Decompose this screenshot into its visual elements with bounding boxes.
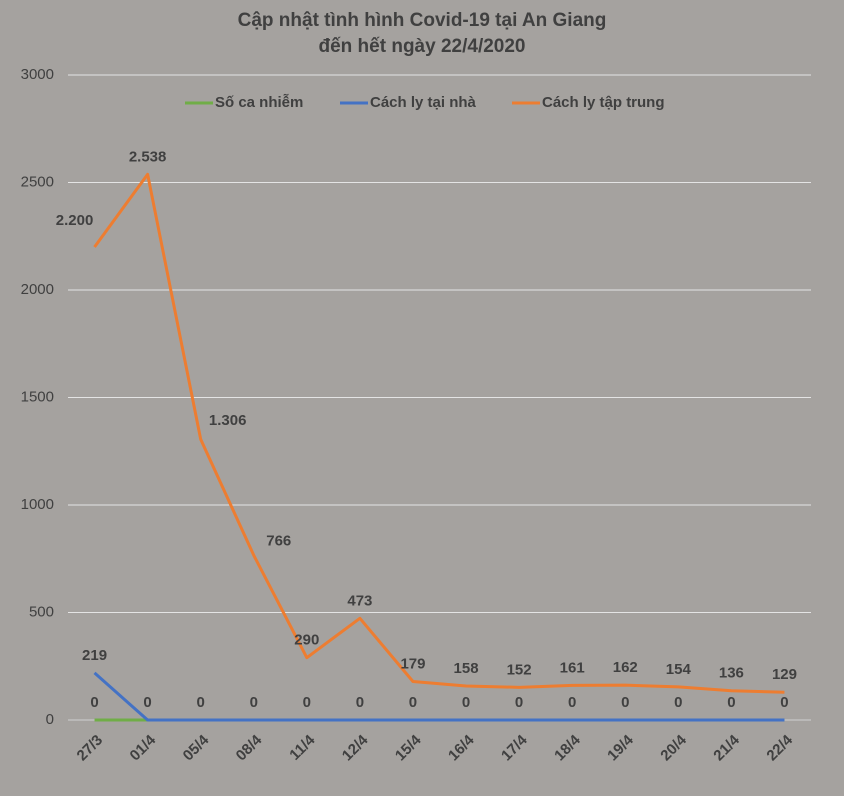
y-tick-label: 3000: [21, 66, 54, 83]
y-tick-label: 1500: [21, 388, 54, 405]
data-label: 1.306: [209, 412, 247, 429]
data-label: 766: [266, 532, 291, 549]
data-label: 219: [82, 647, 107, 664]
legend-label: Số ca nhiễm: [215, 94, 303, 111]
legend-label: Cách ly tập trung: [542, 94, 665, 111]
data-label: 0: [143, 694, 151, 711]
data-label: 179: [400, 655, 425, 672]
data-label: 129: [772, 666, 797, 683]
data-label: 2.538: [129, 148, 167, 165]
data-label: 0: [250, 694, 258, 711]
data-label: 0: [462, 694, 470, 711]
data-label: 0: [303, 694, 311, 711]
y-tick-label: 500: [29, 603, 54, 620]
data-label: 0: [780, 694, 788, 711]
y-tick-label: 2000: [21, 281, 54, 298]
series-line: [93, 671, 785, 722]
data-label: 154: [666, 661, 692, 678]
data-label: 162: [613, 659, 638, 676]
chart-title: Cập nhật tình hình Covid-19 tại An Giang: [238, 10, 607, 31]
data-label: 0: [568, 694, 576, 711]
y-tick-label: 1000: [21, 496, 54, 513]
data-label: 161: [560, 659, 585, 676]
data-label: 473: [347, 592, 372, 609]
y-tick-label: 2500: [21, 173, 54, 190]
data-label: 0: [90, 694, 98, 711]
data-label: 0: [356, 694, 364, 711]
data-label: 136: [719, 665, 744, 682]
chart-subtitle: đến hết ngày 22/4/2020: [319, 36, 526, 57]
data-label: 0: [674, 694, 682, 711]
legend-label: Cách ly tại nhà: [370, 94, 477, 111]
y-tick-label: 0: [46, 711, 54, 728]
data-label: 158: [454, 660, 479, 677]
data-label: 0: [621, 694, 629, 711]
data-label: 0: [515, 694, 523, 711]
data-label: 152: [507, 661, 532, 678]
series-line: [93, 172, 785, 694]
data-label: 0: [727, 694, 735, 711]
data-label: 0: [197, 694, 205, 711]
data-label: 290: [294, 632, 319, 649]
data-label: 2.200: [56, 212, 94, 229]
data-label: 0: [409, 694, 417, 711]
